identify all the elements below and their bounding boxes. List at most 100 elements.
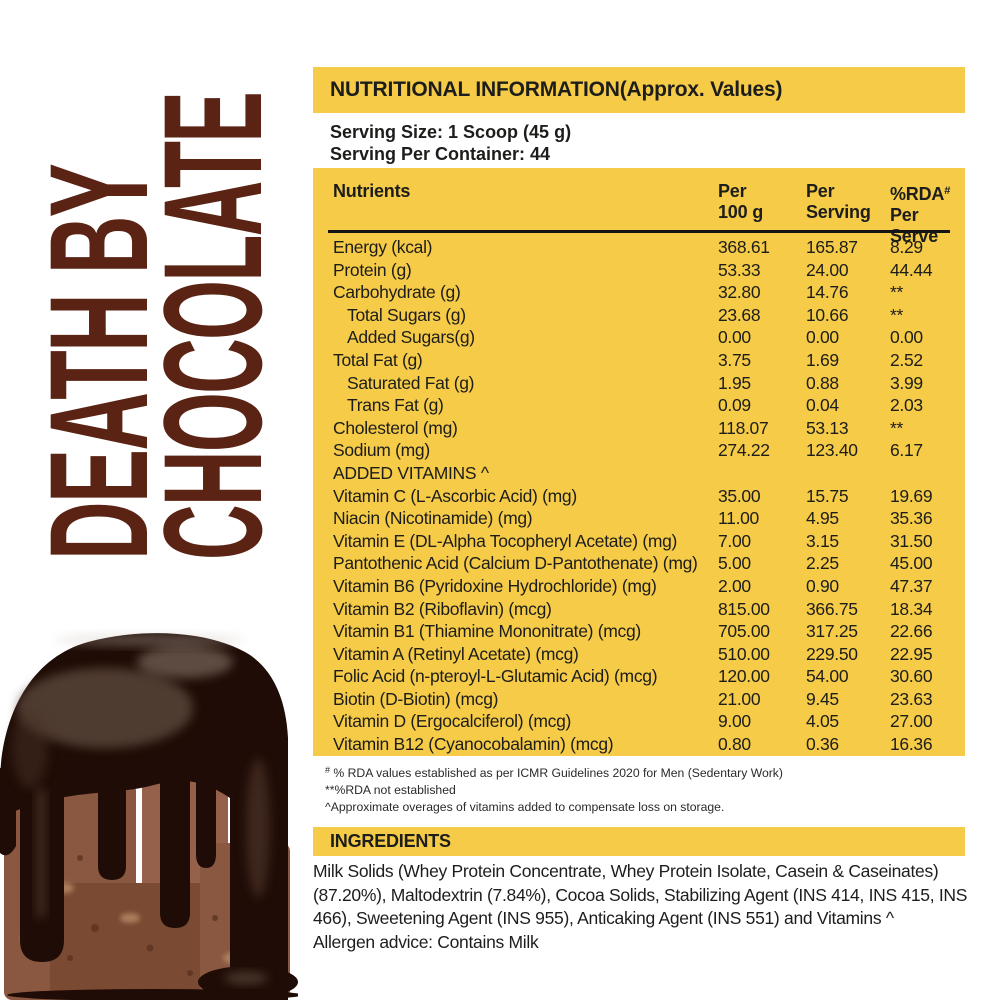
table-row: Sodium (mg) 274.22 123.40 6.17: [313, 439, 965, 462]
value-per-100g: 120.00: [718, 666, 770, 687]
serving-info: Serving Size: 1 Scoop (45 g) Serving Per…: [313, 121, 965, 165]
value-per-serving: [806, 462, 890, 485]
value-rda-per-serve: **: [890, 282, 904, 303]
nutrient-name: Pantothenic Acid (Calcium D-Pantothenate…: [333, 553, 698, 574]
value-rda-per-serve: 27.00: [890, 711, 933, 732]
ingredients-header: INGREDIENTS: [313, 827, 965, 856]
value-rda-per-serve: 45.00: [890, 553, 933, 574]
value-per-100g: 9.00: [718, 711, 751, 732]
footnote-overages: ^Approximate overages of vitamins added …: [325, 800, 725, 815]
value-per-100g: 32.80: [718, 282, 761, 303]
value-rda-per-serve: 30.60: [890, 666, 933, 687]
value-per-serving: 4.05: [806, 711, 839, 732]
value-per-100g: 53.33: [718, 259, 761, 280]
value-rda-per-serve: 18.34: [890, 598, 933, 619]
value-rda-per-serve: 23.63: [890, 688, 933, 709]
value-per-100g: 0.09: [718, 395, 751, 416]
product-title-line2: CHOCOLATE: [134, 92, 291, 560]
value-rda-per-serve: **: [890, 304, 904, 325]
nutrient-name: Added Sugars(g): [347, 327, 475, 348]
table-row: Vitamin D (Ergocalciferol) (mcg) 9.00 4.…: [313, 710, 965, 733]
value-per-serving: 1.69: [806, 349, 839, 370]
nutrient-name: Niacin (Nicotinamide) (mg): [333, 508, 533, 529]
value-per-100g: 11.00: [718, 508, 759, 529]
serving-per-container: Serving Per Container: 44: [330, 144, 551, 164]
value-per-serving: 0.88: [806, 372, 839, 393]
value-per-serving: 123.40: [806, 440, 858, 461]
table-row: Pantothenic Acid (Calcium D-Pantothenate…: [313, 552, 965, 575]
value-per-100g: 368.61: [718, 237, 770, 257]
nutritional-info-header: NUTRITIONAL INFORMATION(Approx. Values): [313, 67, 965, 113]
table-row: Added Sugars(g) 0.00 0.00 0.00: [313, 326, 965, 349]
nutrient-name: Vitamin E (DL-Alpha Tocopheryl Acetate) …: [333, 530, 678, 551]
table-row: Folic Acid (n-pteroyl-L-Glutamic Acid) (…: [313, 665, 965, 688]
nutrient-name: Vitamin D (Ergocalciferol) (mcg): [333, 711, 572, 732]
nutrient-name: Total Sugars (g): [347, 304, 466, 325]
allergen-advice: Allergen advice: Contains Milk: [313, 931, 539, 952]
value-per-serving: 165.87: [806, 237, 858, 257]
value-per-serving: 24.00: [806, 259, 849, 280]
table-row: Niacin (Nicotinamide) (mg) 11.00 4.95 35…: [313, 507, 965, 530]
value-per-serving: 10.66: [806, 304, 849, 325]
value-rda-per-serve: 3.99: [890, 372, 923, 393]
value-per-100g: 118.07: [718, 417, 769, 438]
ingredients-body: Milk Solids (Whey Protein Concentrate, W…: [313, 861, 968, 929]
table-row: Vitamin B2 (Riboflavin) (mcg) 815.00 366…: [313, 598, 965, 621]
table-row: Vitamin C (L-Ascorbic Acid) (mg) 35.00 1…: [313, 485, 965, 508]
value-per-serving: 54.00: [806, 666, 849, 687]
table-row: Total Sugars (g) 23.68 10.66 **: [313, 304, 965, 327]
value-per-100g: 7.00: [718, 530, 751, 551]
product-title: DEATH BY CHOCOLATE: [20, 60, 291, 560]
nutrition-table: Nutrients Per 100 g Per Serving %RDA# Per S…: [313, 168, 965, 756]
value-per-serving: 317.25: [806, 621, 858, 642]
footnotes: # % RDA values established as per ICMR G…: [313, 762, 977, 817]
col-nutrients: Nutrients: [333, 181, 411, 201]
value-rda-per-serve: **: [890, 417, 904, 438]
value-per-serving: 0.04: [806, 395, 839, 416]
nutrient-name: Sodium (mg): [333, 440, 430, 461]
value-per-100g: 5.00: [718, 553, 751, 574]
value-per-serving: 53.13: [806, 417, 849, 438]
chocolate-brownie-image: [0, 633, 298, 1000]
nutrient-name: Saturated Fat (g): [347, 372, 475, 393]
table-body: Energy (kcal) 368.61 165.87 8.29 Protein…: [313, 236, 965, 756]
value-per-serving: 2.25: [806, 553, 839, 574]
value-rda-per-serve: 19.69: [890, 485, 933, 506]
table-row: Vitamin B1 (Thiamine Mononitrate) (mcg) …: [313, 620, 965, 643]
nutrient-name: Energy (kcal): [333, 237, 433, 257]
nutrient-name: Trans Fat (g): [347, 395, 444, 416]
table-row: ADDED VITAMINS ^: [313, 462, 965, 485]
value-rda-per-serve: 0.00: [890, 327, 923, 348]
value-per-serving: 4.95: [806, 508, 839, 529]
nutrient-name: Protein (g): [333, 259, 412, 280]
value-rda-per-serve: 6.17: [890, 440, 923, 461]
value-per-serving: 9.45: [806, 688, 839, 709]
value-rda-per-serve: 2.03: [890, 395, 923, 416]
table-header-rule: [328, 230, 950, 233]
footnote-rda: # % RDA values established as per ICMR G…: [325, 765, 783, 780]
col-per-100g: Per 100 g: [718, 181, 764, 222]
value-rda-per-serve: 47.37: [890, 575, 933, 596]
value-rda-per-serve: 31.50: [890, 530, 933, 551]
value-per-serving: 14.76: [806, 282, 849, 303]
value-per-serving: 3.15: [806, 530, 839, 551]
nutrient-name: Cholesterol (mg): [333, 417, 458, 438]
value-per-serving: 229.50: [806, 643, 858, 664]
ingredients-text: Milk Solids (Whey Protein Concentrate, W…: [313, 860, 969, 954]
nutrient-name: Vitamin A (Retinyl Acetate) (mcg): [333, 643, 579, 664]
footnote-not-established: **%RDA not established: [325, 783, 456, 798]
value-per-serving: 0.90: [806, 575, 839, 596]
value-per-100g: 0.00: [718, 327, 751, 348]
nutrient-name: Vitamin B1 (Thiamine Mononitrate) (mcg): [333, 621, 641, 642]
value-per-100g: 2.00: [718, 575, 751, 596]
nutrient-name: Folic Acid (n-pteroyl-L-Glutamic Acid) (…: [333, 666, 658, 687]
value-per-serving: 0.00: [806, 327, 839, 348]
value-per-100g: 1.95: [718, 372, 751, 393]
col-per-serving: Per Serving: [806, 181, 871, 222]
nutrient-name: Vitamin B12 (Cyanocobalamin) (mcg): [333, 734, 614, 755]
rda-footnote-mark: #: [944, 185, 951, 197]
table-row: Trans Fat (g) 0.09 0.04 2.03: [313, 394, 965, 417]
nutrient-name: Total Fat (g): [333, 349, 423, 370]
table-row: Protein (g) 53.33 24.00 44.44: [313, 259, 965, 282]
value-rda-per-serve: 22.95: [890, 643, 933, 664]
